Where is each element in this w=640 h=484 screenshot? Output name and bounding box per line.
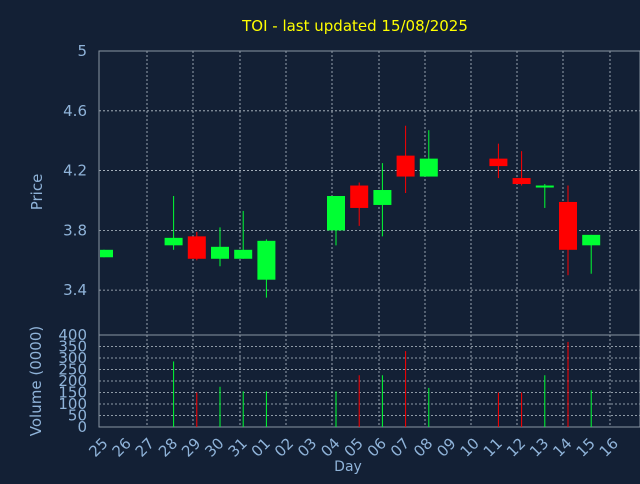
candle-body <box>489 158 508 167</box>
volume-tick-label: 100 <box>58 395 87 413</box>
price-tick-labels: 5 4.6 4.2 3.8 3.4 <box>63 42 87 299</box>
volume-grid <box>99 335 640 427</box>
candle-body <box>419 158 438 177</box>
price-tick-label: 3.8 <box>63 221 87 239</box>
volume-tick-label: 200 <box>58 372 87 390</box>
price-tick-label: 4.6 <box>63 102 87 120</box>
price-tick-label: 5 <box>77 42 87 60</box>
candle-body <box>559 201 577 250</box>
candle-body <box>396 155 415 177</box>
candle-body <box>187 236 206 259</box>
volume-tick-label: 400 <box>58 326 87 344</box>
candles <box>100 125 601 298</box>
candle-body <box>327 195 345 231</box>
volume-tick-label: 250 <box>58 361 87 379</box>
volume-tick-label: 300 <box>58 349 87 367</box>
candle-body <box>512 178 531 185</box>
candle-body <box>350 185 369 208</box>
x-tick-labels: 2526272829303101020304050607080910111213… <box>85 434 622 460</box>
candle-body <box>164 237 183 246</box>
price-grid <box>99 51 640 335</box>
candle-body <box>257 240 276 280</box>
candle-body <box>535 185 554 188</box>
volume-tick-label: 50 <box>68 407 87 425</box>
candle-body <box>582 234 601 246</box>
volume-tick-label: 150 <box>58 384 87 402</box>
x-axis-label: Day <box>334 459 362 475</box>
price-tick-label: 3.4 <box>63 281 87 299</box>
price-axis-label: Price <box>28 174 46 211</box>
candle-body <box>373 190 392 205</box>
volume-tick-label: 0 <box>77 418 87 436</box>
volume-axis-label: Volume (0000) <box>27 326 45 436</box>
candle-body <box>234 249 253 259</box>
candle-body <box>100 249 113 258</box>
volume-panel-frame <box>98 334 640 428</box>
price-tick-label: 4.2 <box>63 162 87 180</box>
candle-body <box>211 246 229 259</box>
volume-bars <box>173 341 592 427</box>
chart-title: TOI - last updated 15/08/2025 <box>241 17 468 35</box>
volume-tick-label: 350 <box>58 338 87 356</box>
